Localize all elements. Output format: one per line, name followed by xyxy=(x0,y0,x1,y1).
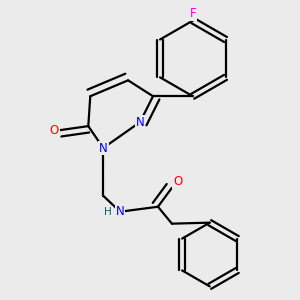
Text: N: N xyxy=(99,142,108,154)
Text: F: F xyxy=(190,7,196,20)
Text: N: N xyxy=(136,116,144,129)
Text: H: H xyxy=(104,207,112,217)
Text: N: N xyxy=(116,205,124,218)
Text: O: O xyxy=(173,176,182,188)
Text: O: O xyxy=(50,124,59,136)
